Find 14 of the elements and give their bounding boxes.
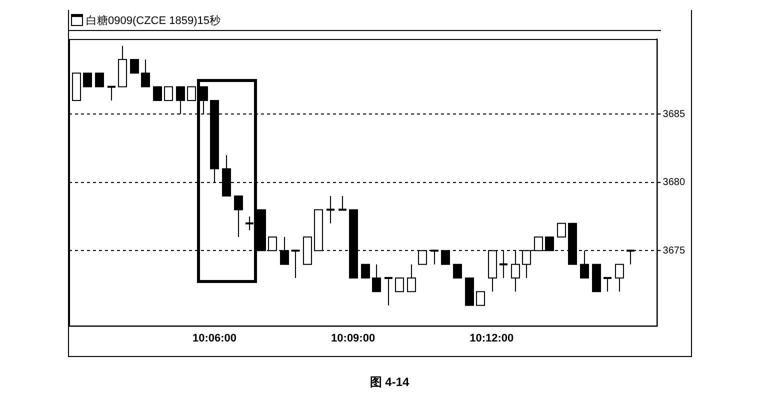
y-tick-label: 3685 — [662, 108, 686, 120]
candlestick — [108, 86, 116, 101]
candlestick — [326, 196, 334, 224]
x-tick-label: 10:06:00 — [192, 332, 237, 344]
candlestick — [604, 277, 612, 292]
y-tick-label: 3680 — [662, 177, 686, 188]
x-tick-label: 10:09:00 — [331, 332, 376, 344]
candlestick — [338, 196, 346, 211]
x-tick-label: 10:12:00 — [470, 332, 514, 344]
chart-title: 白糖0909(CZCE 1859)15秒 — [86, 14, 221, 28]
y-tick-label: 3675 — [662, 245, 686, 256]
candlestick — [384, 277, 392, 306]
candlestick — [246, 216, 254, 231]
caption: 图 4-14 — [368, 374, 410, 391]
